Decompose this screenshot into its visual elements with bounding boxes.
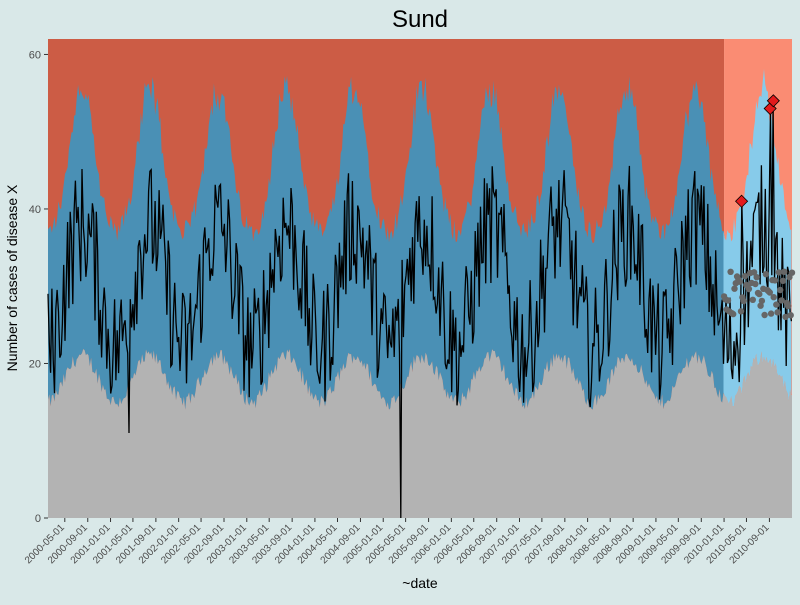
expected-point xyxy=(736,278,743,285)
expected-point xyxy=(762,271,770,278)
expected-point xyxy=(774,309,781,316)
expected-point xyxy=(731,285,738,292)
expected-point xyxy=(779,277,787,284)
expected-point xyxy=(773,301,780,308)
threshold-band-history xyxy=(48,76,725,410)
y-tick-label: 20 xyxy=(29,358,41,370)
expected-point xyxy=(766,289,773,296)
expected-point xyxy=(737,308,745,315)
expected-point xyxy=(775,269,783,276)
observed-series-line xyxy=(47,100,793,519)
expected-point xyxy=(782,313,789,321)
y-tick-label: 0 xyxy=(35,513,41,525)
x-axis-label: ~date xyxy=(402,575,438,591)
expected-point xyxy=(745,285,753,293)
expected-point xyxy=(727,268,734,275)
expected-point xyxy=(741,272,749,280)
expected-point xyxy=(758,297,766,305)
y-axis-label: Number of cases of disease X xyxy=(4,184,20,371)
expected-point xyxy=(767,310,775,317)
chart-title: Sund xyxy=(392,6,448,33)
expected-point xyxy=(756,290,763,298)
expected-point xyxy=(740,297,747,305)
y-tick-label: 60 xyxy=(29,49,41,61)
expected-point xyxy=(778,297,785,304)
expected-point xyxy=(757,302,764,309)
expected-point xyxy=(771,277,779,284)
expected-point xyxy=(781,268,788,275)
expected-point xyxy=(753,274,760,281)
expected-point xyxy=(749,296,756,303)
lower-band xyxy=(48,349,792,518)
expected-point xyxy=(761,311,768,319)
expected-point xyxy=(777,286,784,294)
y-tick-label: 40 xyxy=(29,204,41,216)
expected-point xyxy=(787,312,794,319)
expected-point xyxy=(750,269,758,276)
expected-point xyxy=(752,280,759,288)
alarm-point xyxy=(766,94,780,108)
expected-point xyxy=(730,310,737,318)
expected-point xyxy=(770,294,777,301)
alarm-point xyxy=(735,194,749,208)
plot-panel xyxy=(47,39,796,519)
expected-point xyxy=(784,302,792,310)
expected-point xyxy=(724,297,732,304)
expected-point xyxy=(788,269,796,276)
